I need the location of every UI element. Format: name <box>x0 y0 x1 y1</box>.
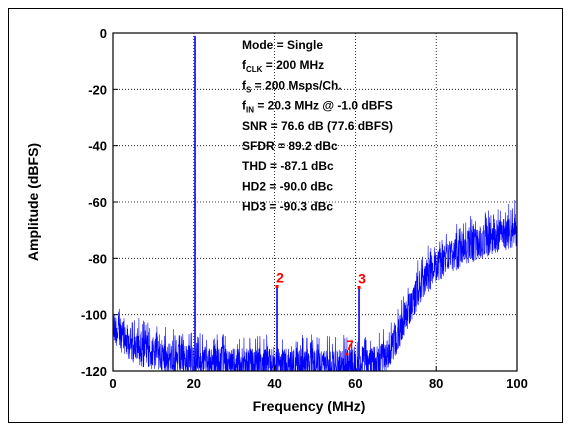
grid-lines <box>113 33 517 371</box>
noise-trace <box>112 199 518 373</box>
x-tick-label: 100 <box>506 376 528 391</box>
harmonic-markers: 2 3 7 <box>275 270 366 356</box>
spur-lines <box>194 35 360 360</box>
annotation-line: SFDR = 89.2 dBc <box>242 139 338 153</box>
annotation-line: fS = 200 Msps/Ch. <box>242 78 342 94</box>
annotation-line: THD = -87.1 dBc <box>242 159 334 173</box>
spectrum-trace <box>112 199 518 373</box>
harmonic-point <box>357 285 361 289</box>
harmonic-point <box>275 285 279 288</box>
x-tick-labels: 0 20 40 60 80 100 <box>109 366 528 391</box>
x-tick-label: 20 <box>187 376 201 391</box>
y-tick-label: -20 <box>88 82 107 97</box>
y-axis-label: Amplitude (dBFS) <box>25 143 41 261</box>
x-tick-label: 80 <box>429 376 443 391</box>
annotation-block: Mode = Single fCLK = 200 MHz fS = 200 Msps… <box>242 38 393 214</box>
annotation-line: HD3 = -90.3 dBc <box>242 200 333 214</box>
y-tick-labels: 0 -20 -40 -60 -80 -100 -120 <box>81 26 118 379</box>
y-tick-label: -120 <box>81 364 107 379</box>
harmonic-label: 2 <box>276 270 284 286</box>
annotation-line: SNR = 76.6 dB (77.6 dBFS) <box>242 119 393 133</box>
harmonic-point <box>345 352 349 356</box>
y-tick-label: 0 <box>100 26 107 41</box>
annotation-line: fIN = 20.3 MHz @ -1.0 dBFS <box>242 99 393 115</box>
y-tick-label: -100 <box>81 308 107 323</box>
harmonic-label: 7 <box>346 337 354 353</box>
y-tick-label: -80 <box>88 251 107 266</box>
annotation-line: fCLK = 200 MHz <box>242 58 324 74</box>
y-tick-label: -40 <box>88 139 107 154</box>
annotation-line: HD2 = -90.0 dBc <box>242 179 333 193</box>
x-tick-label: 40 <box>267 376 281 391</box>
x-axis-label: Frequency (MHz) <box>253 398 366 414</box>
x-tick-label: 0 <box>109 376 116 391</box>
x-tick-label: 60 <box>348 376 362 391</box>
y-tick-label: -60 <box>88 195 107 210</box>
annotation-line: Mode = Single <box>242 38 323 52</box>
harmonic-label: 3 <box>358 270 366 286</box>
